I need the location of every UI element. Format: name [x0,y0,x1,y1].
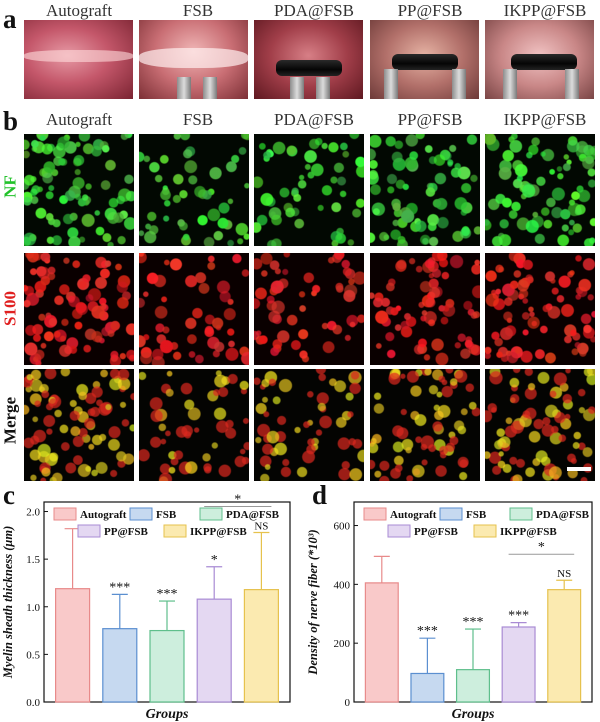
y-tick-label: 400 [334,579,351,591]
y-axis-label: Myelin sheath thickness (μm) [1,526,15,679]
micrograph-nf-fsb [139,134,249,246]
panel-b-label-autograft: Autograft [45,110,113,129]
panel-b-label-ikpp-fsb: IKPP@FSB [503,110,587,129]
bar-fsb [102,628,138,703]
legend-swatch [509,507,533,521]
significance-label: *** [463,615,484,630]
micrograph-merge-autograft [24,369,134,481]
significance-label: * [211,553,218,568]
panel-b-letter: b [3,106,19,136]
panel-b-label-pp-fsb: PP@FSB [397,110,463,129]
row-label-s100: S100 [0,291,20,326]
micrograph-nf-ikpp-fsb [485,134,595,246]
bar-pp-fsb [196,598,232,703]
panel-a-label-pp-fsb: PP@FSB [397,1,463,20]
panel-a-label-fsb: FSB [182,1,214,20]
y-tick-label: 0.5 [26,649,40,661]
panel-a-label-ikpp-fsb: IKPP@FSB [503,1,587,20]
panel-b-label-pda-fsb: PDA@FSB [274,110,354,129]
bracket-label: * [234,492,241,507]
photo-autograft [24,20,133,99]
y-tick-label: 0.0 [26,697,40,709]
legend-entry: Autograft [390,509,437,521]
legend-swatch [199,507,223,521]
panel-a-label-autograft: Autograft [45,1,113,20]
significance-label: *** [109,580,130,595]
photo-pda-fsb [254,20,363,99]
micrograph-s100-fsb [139,253,249,365]
panel-d-letter: d [312,480,328,510]
legend-entry: PDA@FSB [226,509,280,521]
y-tick-label: 0 [345,697,351,709]
row-label-nf: NF [0,175,20,198]
legend-entry: IKPP@FSB [190,526,247,538]
legend-entry: PDA@FSB [536,509,590,521]
bar-fsb [410,672,445,703]
legend-swatch [53,507,77,521]
micrograph-merge-ikpp-fsb [485,369,595,481]
y-tick-label: 1.5 [26,554,40,566]
panel-a-label-pda-fsb: PDA@FSB [274,1,354,20]
micrograph-merge-pp-fsb [370,369,480,481]
bar-autograft [55,588,91,703]
legend-entry: PP@FSB [104,526,149,538]
row-label-merge: Merge [0,396,20,445]
micrograph-s100-autograft [24,253,134,365]
significance-label: *** [157,587,178,602]
y-tick-label: 200 [334,638,351,650]
legend-swatch [363,507,387,521]
chart-nerve-fiber-density: 0 200 400 600 Density of nerve fiber (*10³) G… [306,501,593,722]
legend-entry: PP@FSB [414,526,459,538]
micrograph-s100-pp-fsb [370,253,480,365]
photo-ikpp-fsb [485,20,594,99]
legend-entry: FSB [156,509,177,521]
micrograph-merge-pda-fsb [254,369,364,481]
bar-pda-fsb [149,629,185,703]
bar-pp-fsb [501,626,536,703]
micrograph-nf-autograft [24,134,134,246]
photo-fsb [139,20,248,99]
legend-swatch [77,524,101,538]
micrograph-nf-pp-fsb [370,134,480,246]
legend-swatch [473,524,497,538]
photo-pp-fsb [370,20,479,99]
micrograph-merge-fsb [139,369,249,481]
chart-myelin-thickness: 0.0 0.5 1.0 1.5 2.0 Myelin sheath thickness (… [1,492,291,722]
bar-ikpp-fsb [243,589,279,703]
legend-entry: Autograft [80,509,127,521]
y-tick-label: 2.0 [26,507,40,519]
legend-swatch [129,507,153,521]
micrograph-nf-pda-fsb [254,134,364,246]
significance-label: *** [417,624,438,639]
significance-label: NS [557,568,571,580]
legend-entry: FSB [466,509,487,521]
micrograph-s100-pda-fsb [254,253,364,365]
bar-ikpp-fsb [547,589,582,703]
bracket-label: * [538,540,545,555]
panel-b-label-fsb: FSB [182,110,214,129]
panel-a-letter: a [3,4,17,34]
legend-swatch [387,524,411,538]
legend-swatch [163,524,187,538]
x-axis-label: Groups [146,707,189,722]
y-axis-label: Density of nerve fiber (*10³) [306,529,320,675]
x-axis-label: Groups [452,707,495,722]
legend-swatch [439,507,463,521]
y-tick-label: 600 [334,521,351,533]
panel-c-letter: c [3,480,15,510]
micrograph-s100-ikpp-fsb [485,253,595,365]
scale-bar [567,467,591,471]
significance-label: NS [254,520,268,532]
significance-label: *** [508,609,529,624]
bar-pda-fsb [455,669,491,703]
bar-autograft [364,582,399,703]
y-tick-label: 1.0 [26,602,40,614]
legend-entry: IKPP@FSB [500,526,557,538]
